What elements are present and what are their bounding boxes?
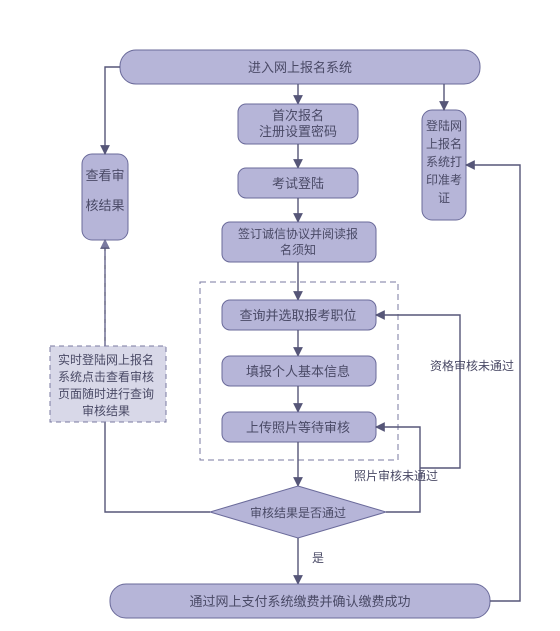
node-agree: 签订诚信协议并阅读报 名须知: [222, 222, 376, 262]
node-enter: 进入网上报名系统: [120, 50, 480, 84]
node-note: 实时登陆网上报名 系统点击查看审核 页面随时进行查询 审核结果: [50, 346, 166, 422]
node-note-line1: 实时登陆网上报名: [58, 352, 154, 367]
node-note-line2: 系统点击查看审核: [58, 369, 154, 384]
node-decision: 审核结果是否通过: [210, 486, 386, 538]
flowchart-canvas: 进入网上报名系统 首次报名 注册设置密码 考试登陆 签订诚信协议并阅读报 名须知…: [0, 0, 560, 631]
node-pay: 通过网上支付系统缴费并确认缴费成功: [110, 584, 490, 618]
edge-qual-fail: [376, 315, 460, 468]
node-print: 登陆网 上报名 系统打 印准考 证: [422, 110, 466, 220]
node-upload: 上传照片等待审核: [222, 412, 376, 442]
node-decision-label: 审核结果是否通过: [250, 505, 346, 520]
node-select-label: 查询并选取报考职位: [239, 308, 356, 323]
node-first: 首次报名 注册设置密码: [238, 104, 358, 144]
edge-enter-view: [105, 67, 120, 154]
node-select: 查询并选取报考职位: [222, 300, 376, 330]
node-pay-label: 通过网上支付系统缴费并确认缴费成功: [189, 594, 410, 609]
edge-pay-print: [466, 165, 520, 601]
node-login-label: 考试登陆: [272, 176, 324, 191]
node-fill-label: 填报个人基本信息: [246, 364, 350, 379]
edge-label-yes: 是: [312, 551, 324, 565]
node-note-line4: 审核结果: [82, 403, 130, 418]
node-print-line4: 印准考: [426, 173, 462, 187]
node-first-line1: 首次报名: [272, 108, 324, 123]
edge-label-photo-fail: 照片审核未通过: [354, 468, 438, 483]
node-print-line2: 上报名: [426, 136, 462, 151]
node-print-line1: 登陆网: [426, 118, 462, 133]
node-view-line2: 核结果: [85, 198, 124, 213]
node-agree-line2: 名须知: [280, 242, 316, 257]
node-enter-label: 进入网上报名系统: [248, 60, 352, 75]
node-note-line3: 页面随时进行查询: [58, 386, 154, 401]
node-upload-label: 上传照片等待审核: [246, 420, 350, 435]
node-view-line1: 查看审: [85, 168, 124, 183]
node-first-line2: 注册设置密码: [259, 124, 337, 139]
node-agree-line1: 签订诚信协议并阅读报: [238, 226, 358, 241]
edge-label-qual-fail: 资格审核未通过: [430, 358, 514, 373]
node-view: 查看审 核结果: [82, 154, 128, 240]
node-fill: 填报个人基本信息: [222, 356, 376, 386]
node-print-line5: 证: [438, 191, 450, 205]
node-print-line3: 系统打: [426, 155, 462, 169]
node-login: 考试登陆: [238, 168, 358, 198]
